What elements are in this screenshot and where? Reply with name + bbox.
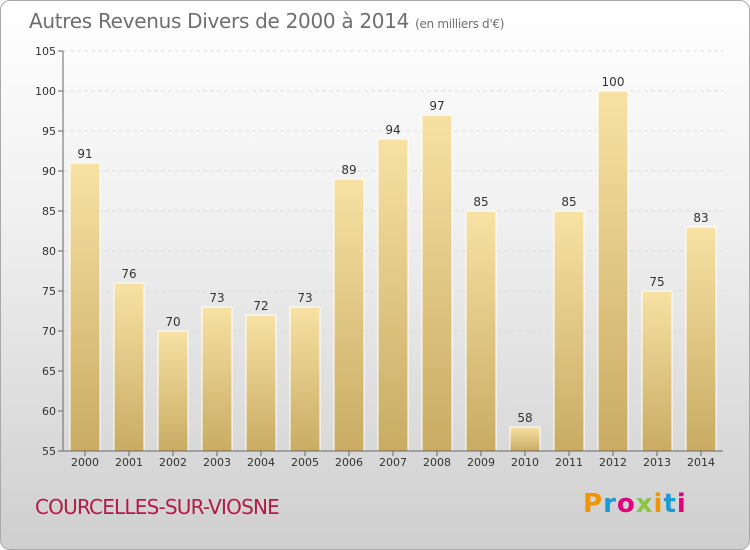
logo-letter: i — [653, 489, 664, 519]
bar — [69, 162, 101, 452]
bar-value-label: 100 — [602, 75, 625, 89]
x-tick-label: 2005 — [291, 456, 319, 469]
bar — [597, 90, 629, 452]
bar-value-label: 72 — [253, 299, 268, 313]
y-tick-label: 95 — [42, 125, 56, 138]
y-tick-label: 55 — [42, 445, 56, 458]
x-tick-label: 2000 — [71, 456, 99, 469]
bar-value-label: 83 — [693, 211, 708, 225]
y-tick-label: 65 — [42, 365, 56, 378]
bar — [333, 178, 365, 452]
bar — [641, 290, 673, 452]
bar — [157, 330, 189, 452]
y-tick-label: 85 — [42, 205, 56, 218]
y-tick-label: 100 — [35, 85, 56, 98]
bar — [421, 114, 453, 452]
bar-value-label: 91 — [77, 147, 92, 161]
bar-value-label: 89 — [341, 163, 356, 177]
bars: 91 76 70 73 72 73 89 94 97 85 58 85 100 75 83 — [69, 75, 717, 452]
y-tick-label: 80 — [42, 245, 56, 258]
proxiti-logo: Proxiti — [583, 489, 687, 519]
x-tick-label: 2008 — [423, 456, 451, 469]
logo-letter: P — [583, 489, 604, 519]
bar — [245, 314, 277, 452]
bar — [685, 226, 717, 452]
y-tick-label: 70 — [42, 325, 56, 338]
bar — [465, 210, 497, 452]
y-tick-label: 75 — [42, 285, 56, 298]
x-tick-label: 2007 — [379, 456, 407, 469]
bar — [553, 210, 585, 452]
bar-value-label: 85 — [561, 195, 576, 209]
x-tick-label: 2001 — [115, 456, 143, 469]
bar-value-label: 73 — [297, 291, 312, 305]
bar-value-label: 85 — [473, 195, 488, 209]
axes: 55 60 65 70 75 80 85 90 95 100 105 2000 2001 2002 2003… — [35, 45, 723, 469]
y-tick-label: 90 — [42, 165, 56, 178]
bar — [509, 426, 541, 452]
x-tick-label: 2004 — [247, 456, 275, 469]
bar — [289, 306, 321, 452]
x-tick-label: 2006 — [335, 456, 363, 469]
x-tick-label: 2002 — [159, 456, 187, 469]
x-tick-label: 2003 — [203, 456, 231, 469]
y-tick-label: 60 — [42, 405, 56, 418]
chart-unit-note: (en milliers d'€) — [415, 17, 505, 31]
logo-letter: t — [663, 489, 677, 519]
y-tick-label: 105 — [35, 45, 56, 58]
bar-value-label: 73 — [209, 291, 224, 305]
logo-letter: x — [635, 489, 654, 519]
bar — [201, 306, 233, 452]
x-tick-label: 2011 — [555, 456, 583, 469]
chart-title: Autres Revenus Divers de 2000 à 2014 (en … — [29, 9, 504, 33]
bar-value-label: 75 — [649, 275, 664, 289]
bar — [377, 138, 409, 452]
bar-value-label: 97 — [429, 99, 444, 113]
bar-value-label: 70 — [165, 315, 180, 329]
chart-title-text: Autres Revenus Divers de 2000 à 2014 — [29, 9, 410, 33]
logo-letter: o — [616, 489, 636, 519]
x-tick-label: 2012 — [599, 456, 627, 469]
bar — [113, 282, 145, 452]
bar-value-label: 58 — [517, 411, 532, 425]
bar-value-label: 94 — [385, 123, 400, 137]
x-tick-label: 2009 — [467, 456, 495, 469]
x-tick-label: 2013 — [643, 456, 671, 469]
bar-value-label: 76 — [121, 267, 136, 281]
logo-letter: i — [676, 489, 687, 519]
x-tick-label: 2010 — [511, 456, 539, 469]
x-tick-label: 2014 — [687, 456, 715, 469]
city-name: COURCELLES-SUR-VIOSNE — [35, 495, 280, 519]
logo-letter: r — [603, 489, 617, 519]
